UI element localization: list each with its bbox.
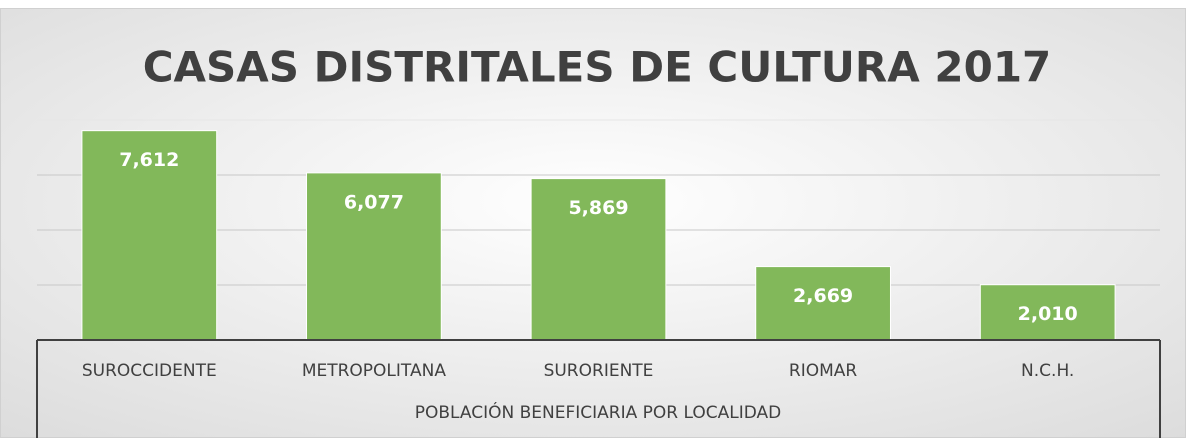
x-tick-label: METROPOLITANA [302, 361, 447, 381]
x-tick-label: RIOMAR [789, 361, 858, 381]
x-tick-label: N.C.H. [1021, 361, 1074, 381]
data-label: 2,669 [793, 285, 853, 307]
chart-title: CASAS DISTRITALES DE CULTURA 2017 [143, 43, 1052, 92]
data-label: 6,077 [344, 191, 404, 213]
bar [81, 130, 218, 341]
x-tick-label: SUROCCIDENTE [82, 361, 217, 381]
x-tick-label: SURORIENTE [544, 361, 654, 381]
x-axis-title: POBLACIÓN BENEFICIARIA POR LOCALIDAD [415, 401, 782, 423]
data-label: 5,869 [568, 197, 628, 219]
data-label: 2,010 [1018, 303, 1078, 325]
bar [755, 266, 891, 341]
data-label: 7,612 [119, 149, 179, 171]
